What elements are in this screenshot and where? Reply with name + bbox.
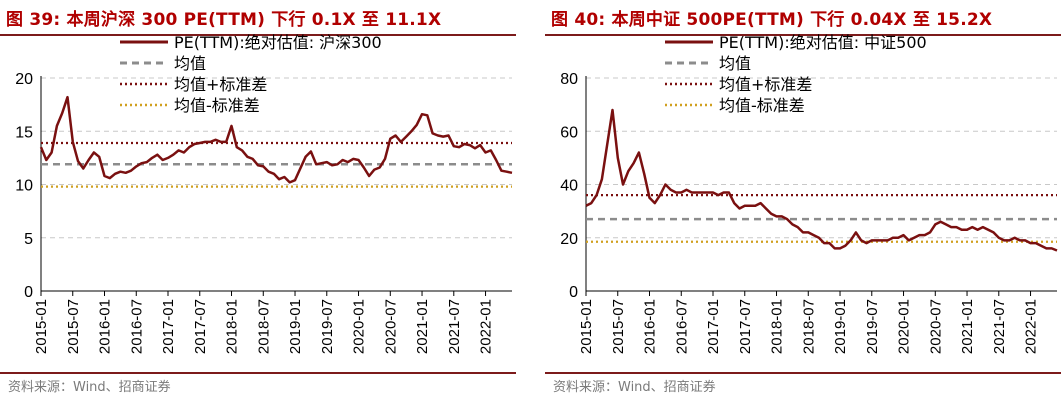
chart-title: 图 40: 本周中证 500PE(TTM) 下行 0.04X 至 15.2X xyxy=(551,10,993,30)
x-tick-label: 2019-07 xyxy=(319,299,336,354)
x-tick-label: 2021-01 xyxy=(959,299,976,354)
x-tick-label: 2017-07 xyxy=(192,299,209,354)
x-tick-label: 2019-01 xyxy=(287,299,304,354)
line-chart-csi500: 0 20 40 60 80 2015-01 2015-07 2016-01 2016-07 201… xyxy=(560,34,1058,354)
x-tick-label: 2016-07 xyxy=(673,299,690,354)
x-tick-label: 2019-07 xyxy=(864,299,881,354)
x-tick-label: 2022-01 xyxy=(1023,299,1040,354)
legend-item-plus-sd-label: 均值+标准差 xyxy=(719,75,812,94)
x-tick-label: 2021-01 xyxy=(414,299,431,354)
x-tick-label: 2016-01 xyxy=(642,299,659,354)
y-tick-label: 60 xyxy=(560,124,578,141)
y-tick-label: 5 xyxy=(24,231,33,248)
x-tick-label: 2021-07 xyxy=(991,299,1008,354)
x-tick-label: 2015-01 xyxy=(33,299,50,354)
x-tick-label: 2017-01 xyxy=(160,299,177,354)
x-tick-label: 2020-01 xyxy=(896,299,913,354)
x-tick-label: 2022-01 xyxy=(478,299,495,354)
chart-title-bar: 图 39: 本周沪深 300 PE(TTM) 下行 0.1X 至 11.1X xyxy=(0,0,516,36)
legend-item-mean-label: 均值 xyxy=(174,54,206,73)
legend-item-plus-sd-label: 均值+标准差 xyxy=(174,75,267,94)
y-tick-label: 20 xyxy=(560,231,578,248)
chart-panel-csi500: 图 40: 本周中证 500PE(TTM) 下行 0.04X 至 15.2X 0… xyxy=(545,0,1061,403)
source-note: 资料来源：Wind、招商证券 xyxy=(553,380,716,395)
source-note: 资料来源：Wind、招商证券 xyxy=(8,380,171,395)
y-tick-label: 20 xyxy=(15,71,33,88)
y-tick-label: 0 xyxy=(24,284,33,301)
x-tick-label: 2018-07 xyxy=(255,299,272,354)
x-tick-label: 2020-07 xyxy=(382,299,399,354)
y-tick-label: 40 xyxy=(560,178,578,195)
x-tick-label: 2018-01 xyxy=(769,299,786,354)
chart-panel-hs300: 图 39: 本周沪深 300 PE(TTM) 下行 0.1X 至 11.1X 0… xyxy=(0,0,516,403)
pe-series-line xyxy=(39,95,513,184)
x-tick-label: 2016-01 xyxy=(97,299,114,354)
x-tick-label: 2015-01 xyxy=(578,299,595,354)
x-tick-label: 2015-07 xyxy=(610,299,627,354)
legend-item-minus-sd-label: 均值-标准差 xyxy=(174,96,260,115)
source-divider xyxy=(545,372,1061,374)
x-tick-label: 2017-07 xyxy=(737,299,754,354)
y-tick-label: 80 xyxy=(560,71,578,88)
x-tick-label: 2018-07 xyxy=(800,299,817,354)
y-tick-label: 0 xyxy=(569,284,578,301)
legend-item-minus-sd-label: 均值-标准差 xyxy=(719,96,805,115)
x-tick-label: 2019-01 xyxy=(832,299,849,354)
x-tick-label: 2020-07 xyxy=(927,299,944,354)
x-tick-label: 2021-07 xyxy=(446,299,463,354)
line-chart-hs300: 0 5 10 15 20 2015-01 2015-07 2016-01 2016-07 2017… xyxy=(15,34,513,354)
y-tick-label: 15 xyxy=(15,124,33,141)
chart-title: 图 39: 本周沪深 300 PE(TTM) 下行 0.1X 至 11.1X xyxy=(6,10,442,30)
pe-series-line xyxy=(585,108,1058,252)
x-tick-label: 2015-07 xyxy=(65,299,82,354)
y-tick-label: 10 xyxy=(15,178,33,195)
x-tick-label: 2017-01 xyxy=(705,299,722,354)
x-tick-label: 2020-01 xyxy=(351,299,368,354)
legend-item-pe-label: PE(TTM):绝对估值: 沪深300 xyxy=(174,34,382,52)
chart-title-bar: 图 40: 本周中证 500PE(TTM) 下行 0.04X 至 15.2X xyxy=(545,0,1061,36)
source-divider xyxy=(0,372,516,374)
x-tick-label: 2018-01 xyxy=(224,299,241,354)
legend-item-mean-label: 均值 xyxy=(719,54,751,73)
x-tick-label: 2016-07 xyxy=(128,299,145,354)
legend-item-pe-label: PE(TTM):绝对估值: 中证500 xyxy=(719,34,927,52)
